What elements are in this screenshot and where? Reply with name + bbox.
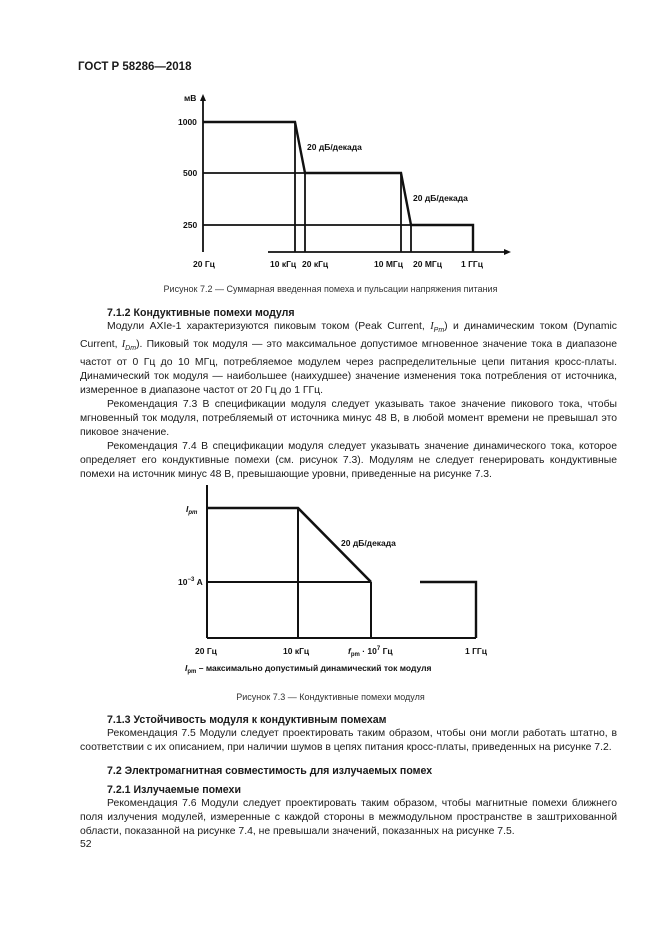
- x-tick-fpm: fpm · 107 Гц: [348, 646, 393, 658]
- y-axis-arrow-icon: [200, 94, 206, 101]
- section-heading: 7.2 Электромагнитная совместимость для и…: [107, 765, 433, 777]
- section-heading: 7.2.1 Излучаемые помехи: [107, 784, 241, 796]
- document-header: ГОСТ Р 58286—2018: [78, 61, 192, 73]
- x-tick: 1 ГГц: [465, 646, 488, 656]
- x-tick: 20 кГц: [302, 259, 329, 269]
- slope-label: 20 дБ/декада: [307, 142, 362, 152]
- limit-curve-high: [420, 580, 478, 638]
- x-tick: 20 Гц: [193, 259, 216, 269]
- figure-7-3: Ipm 10−3 А 20 Гц 10 кГц fpm · 107 Гц 1 Г…: [178, 485, 488, 675]
- page-number: 52: [80, 839, 92, 850]
- footnote: Ipm – максимально допустимый динамически…: [185, 663, 431, 675]
- slope-label: 20 дБ/декада: [341, 538, 396, 548]
- section-7-1-2: 7.1.2 Кондуктивные помехи модуля Модули …: [80, 306, 617, 482]
- figure-caption: Рисунок 7.3 — Кондуктивные помехи модуля: [236, 692, 425, 702]
- section-heading: 7.1.2 Кондуктивные помехи модуля: [107, 307, 295, 319]
- x-axis-arrow-icon: [504, 249, 511, 255]
- section-heading: 7.1.3 Устойчивость модуля к кондуктивным…: [107, 714, 387, 726]
- paragraph: Рекомендация 7.4 В спецификации модуля с…: [80, 441, 617, 481]
- y-tick: 500: [183, 168, 197, 178]
- x-tick: 10 кГц: [270, 259, 297, 269]
- x-tick: 1 ГГц: [461, 259, 484, 269]
- y-unit: мВ: [184, 93, 196, 103]
- figure-caption: Рисунок 7.2 — Суммарная введенная помеха…: [163, 284, 498, 294]
- y-tick: 250: [183, 220, 197, 230]
- x-tick: 20 МГц: [413, 259, 443, 269]
- paragraph: Модули AXIe-1 характеризуются пиковым то…: [80, 321, 618, 397]
- slope-label: 20 дБ/декада: [413, 193, 468, 203]
- paragraph: Рекомендация 7.3 В спецификации модуля с…: [80, 399, 617, 439]
- y-tick-ipm: Ipm: [186, 504, 198, 516]
- y-tick-1ma: 10−3 А: [178, 577, 203, 587]
- section-7-2-1: 7.2.1 Излучаемые помехи Рекомендация 7.6…: [80, 783, 617, 839]
- x-tick: 10 МГц: [374, 259, 404, 269]
- y-tick: 1000: [178, 117, 197, 127]
- paragraph: Рекомендация 7.6 Модули следует проектир…: [80, 798, 617, 837]
- paragraph: Рекомендация 7.5 Модули следует проектир…: [80, 728, 617, 753]
- x-tick: 20 Гц: [195, 646, 218, 656]
- section-7-2: 7.2 Электромагнитная совместимость для и…: [80, 764, 617, 778]
- section-7-1-3: 7.1.3 Устойчивость модуля к кондуктивным…: [80, 713, 617, 755]
- x-tick: 10 кГц: [283, 646, 310, 656]
- figure-7-2: мВ 1000 500 250 20 Гц 10 кГц 20 кГц 10 М…: [178, 93, 511, 269]
